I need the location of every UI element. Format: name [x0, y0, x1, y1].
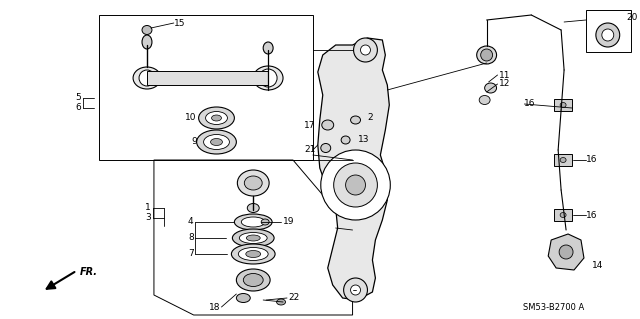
Ellipse shape: [212, 115, 221, 121]
Ellipse shape: [142, 35, 152, 49]
Ellipse shape: [261, 219, 269, 225]
Circle shape: [346, 175, 365, 195]
Ellipse shape: [263, 42, 273, 54]
Text: 9: 9: [191, 137, 196, 146]
Text: 14: 14: [592, 261, 604, 270]
Text: 16: 16: [586, 211, 598, 219]
Text: 7: 7: [188, 249, 194, 258]
Ellipse shape: [238, 248, 268, 261]
Ellipse shape: [484, 83, 497, 93]
Circle shape: [596, 23, 620, 47]
Bar: [586, 10, 630, 52]
Ellipse shape: [211, 138, 223, 145]
Ellipse shape: [246, 235, 260, 241]
Ellipse shape: [234, 214, 272, 230]
Circle shape: [602, 29, 614, 41]
Ellipse shape: [204, 135, 229, 150]
Text: 2: 2: [367, 114, 373, 122]
FancyArrowPatch shape: [47, 272, 74, 289]
Text: 1: 1: [145, 204, 151, 212]
Circle shape: [333, 163, 378, 207]
Polygon shape: [548, 234, 584, 270]
Ellipse shape: [479, 95, 490, 105]
Text: 11: 11: [499, 70, 510, 79]
Ellipse shape: [321, 144, 331, 152]
Text: 13: 13: [358, 136, 369, 145]
Ellipse shape: [196, 130, 236, 154]
Text: 21: 21: [305, 145, 316, 154]
Circle shape: [481, 49, 493, 61]
Ellipse shape: [236, 269, 270, 291]
Text: 17: 17: [304, 121, 316, 130]
Circle shape: [344, 278, 367, 302]
Ellipse shape: [351, 116, 360, 124]
Circle shape: [321, 150, 390, 220]
Text: 8: 8: [188, 234, 194, 242]
Ellipse shape: [246, 250, 260, 257]
Ellipse shape: [341, 136, 350, 144]
Text: 12: 12: [499, 79, 510, 88]
Text: 6: 6: [76, 103, 81, 113]
Text: FR.: FR.: [79, 267, 97, 277]
Text: 16: 16: [586, 155, 598, 165]
Bar: [147, 71, 268, 85]
Text: 22: 22: [288, 293, 300, 302]
Text: 4: 4: [188, 218, 194, 226]
Ellipse shape: [477, 46, 497, 64]
Ellipse shape: [198, 107, 234, 129]
Bar: [554, 209, 572, 221]
Circle shape: [259, 69, 277, 87]
Ellipse shape: [244, 176, 262, 190]
Ellipse shape: [243, 273, 263, 286]
Ellipse shape: [142, 26, 152, 34]
Polygon shape: [318, 38, 389, 300]
Circle shape: [360, 45, 371, 55]
Bar: [554, 99, 572, 111]
Circle shape: [559, 245, 573, 259]
Ellipse shape: [560, 212, 566, 218]
Text: 10: 10: [185, 114, 196, 122]
Circle shape: [353, 38, 378, 62]
Ellipse shape: [237, 170, 269, 196]
Ellipse shape: [276, 299, 285, 305]
Ellipse shape: [236, 293, 250, 302]
Ellipse shape: [247, 204, 259, 212]
Ellipse shape: [322, 120, 333, 130]
Ellipse shape: [253, 66, 283, 90]
Ellipse shape: [232, 244, 275, 264]
Bar: [99, 15, 313, 160]
Text: 3: 3: [145, 213, 151, 222]
Ellipse shape: [241, 217, 265, 227]
Text: 15: 15: [174, 19, 186, 27]
Ellipse shape: [133, 67, 161, 89]
Ellipse shape: [239, 233, 267, 243]
Bar: [554, 154, 572, 166]
Circle shape: [351, 285, 360, 295]
Text: 18: 18: [209, 302, 220, 311]
Ellipse shape: [560, 158, 566, 162]
Text: SM53-B2700 A: SM53-B2700 A: [523, 303, 584, 313]
Text: 16: 16: [524, 100, 536, 108]
Text: 20: 20: [627, 13, 638, 23]
Text: 5: 5: [76, 93, 81, 102]
Ellipse shape: [232, 229, 274, 247]
Ellipse shape: [205, 112, 227, 124]
Ellipse shape: [560, 102, 566, 108]
Text: 19: 19: [283, 218, 294, 226]
Circle shape: [139, 70, 155, 86]
